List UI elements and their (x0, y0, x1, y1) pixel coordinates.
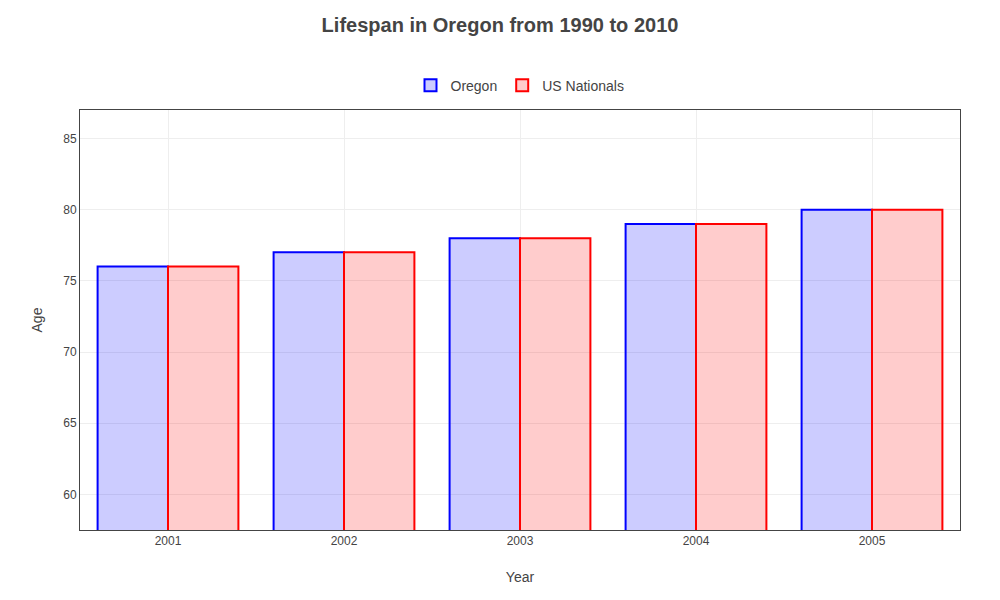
svg-text:60: 60 (63, 488, 77, 502)
svg-text:2003: 2003 (507, 534, 534, 548)
svg-text:Year: Year (506, 569, 535, 585)
svg-text:2001: 2001 (155, 534, 182, 548)
svg-text:US Nationals: US Nationals (542, 78, 624, 94)
svg-text:Age: Age (29, 307, 45, 332)
svg-text:Lifespan in Oregon from 1990 t: Lifespan in Oregon from 1990 to 2010 (322, 14, 679, 36)
svg-text:75: 75 (63, 274, 77, 288)
svg-text:85: 85 (63, 132, 77, 146)
svg-text:2002: 2002 (331, 534, 358, 548)
svg-text:70: 70 (63, 345, 77, 359)
svg-text:Oregon: Oregon (451, 78, 498, 94)
svg-text:80: 80 (63, 203, 77, 217)
svg-text:2004: 2004 (683, 534, 710, 548)
svg-text:65: 65 (63, 416, 77, 430)
svg-text:2005: 2005 (859, 534, 886, 548)
